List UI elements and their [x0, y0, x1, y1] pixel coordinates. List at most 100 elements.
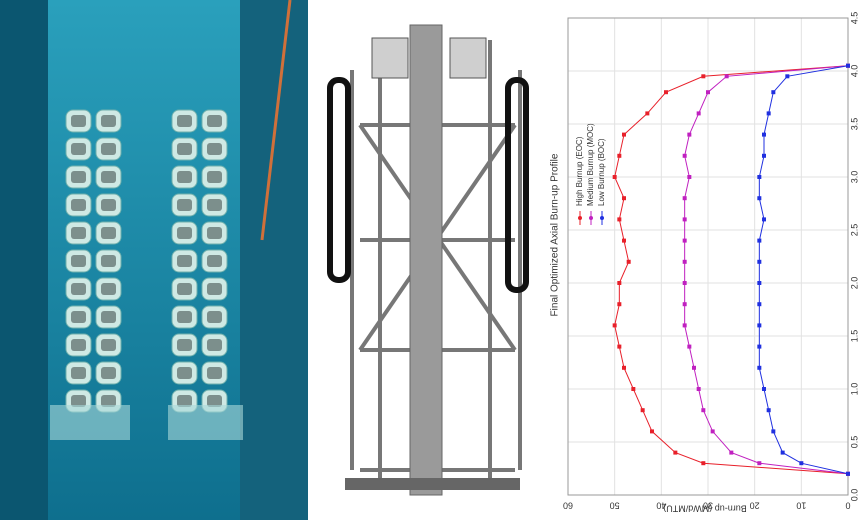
marker — [757, 323, 762, 328]
fuel-rack-top — [71, 199, 86, 211]
fuel-rack-top — [177, 311, 192, 323]
marker — [729, 450, 734, 455]
series-line — [614, 65, 849, 475]
legend-label: High Burnup (EOC) — [575, 136, 584, 206]
fuel-rack-top — [71, 143, 86, 155]
marker — [682, 302, 687, 307]
x-tick-label: 0.5 — [849, 436, 859, 449]
fuel-rack-top — [101, 283, 116, 295]
x-tick-label: 1.0 — [849, 383, 859, 396]
fuel-rack-top — [207, 171, 222, 183]
x-tick-label: 3.0 — [849, 171, 859, 184]
fuel-rack-top — [177, 143, 192, 155]
y-tick-label: 40 — [656, 501, 666, 511]
series-line — [758, 65, 849, 475]
fuel-rack-top — [71, 395, 86, 407]
fuel-rack-top — [177, 339, 192, 351]
marker — [682, 196, 687, 201]
fuel-rack-top — [207, 339, 222, 351]
y-tick-label: 20 — [750, 501, 760, 511]
center-column — [409, 24, 443, 496]
fuel-rack-top — [101, 199, 116, 211]
fuel-rack-top — [177, 199, 192, 211]
fuel-rack-top — [71, 339, 86, 351]
marker — [687, 344, 692, 349]
x-tick-label: 2.0 — [849, 277, 859, 290]
fuel-rack-top — [101, 255, 116, 267]
fuel-rack-top — [71, 115, 86, 127]
marker — [622, 238, 626, 243]
marker — [766, 408, 771, 413]
marker — [780, 450, 785, 455]
marker — [673, 450, 678, 455]
marker — [631, 387, 636, 391]
marker — [664, 90, 668, 95]
fuel-rack-top — [101, 171, 116, 183]
marker — [626, 259, 631, 264]
marker — [757, 461, 762, 466]
marker — [701, 408, 706, 413]
fuel-rack-top — [101, 143, 116, 155]
marker — [617, 217, 622, 222]
marker — [612, 323, 617, 328]
y-tick-label: 0 — [845, 501, 850, 511]
fuel-rack-top — [207, 227, 222, 239]
fuel-rack-top — [207, 199, 222, 211]
marker — [757, 281, 762, 285]
legend-marker — [600, 216, 604, 220]
fuel-rack-top — [71, 255, 86, 267]
fuel-rack-top — [101, 227, 116, 239]
marker — [640, 408, 645, 413]
fuel-rack-top — [207, 255, 222, 267]
marker — [617, 302, 622, 307]
marker — [617, 153, 622, 158]
marker — [682, 238, 687, 243]
marker — [757, 196, 762, 201]
chart-title: Final Optimized Axial Burn-up Profile — [550, 153, 561, 316]
x-tick-label: 3.5 — [849, 118, 859, 131]
marker — [682, 281, 687, 285]
fuel-rack-top — [207, 367, 222, 379]
fuel-rack-top — [177, 227, 192, 239]
fuel-rack-top — [177, 367, 192, 379]
marker — [617, 281, 622, 285]
legend-label: Medium Burnup (MOC) — [586, 123, 595, 206]
x-tick-label: 0.0 — [849, 489, 859, 502]
y-tick-label: 10 — [796, 501, 806, 511]
marker — [650, 429, 654, 434]
fuel-rack-top — [207, 143, 222, 155]
marker — [785, 74, 790, 79]
marker — [799, 461, 804, 466]
fuel-rack-top — [207, 115, 222, 127]
pipe — [260, 0, 292, 241]
marker — [724, 74, 729, 79]
rack-frame — [168, 405, 243, 440]
marker — [696, 387, 701, 391]
fuel-rack-top — [101, 311, 116, 323]
legend-marker — [589, 216, 593, 220]
y-tick-label: 30 — [703, 501, 713, 511]
fuel-rack-top — [177, 255, 192, 267]
marker — [762, 387, 766, 391]
marker — [757, 302, 762, 307]
legend-marker — [578, 216, 582, 220]
legend-label: Low Burnup (BOC) — [597, 138, 606, 206]
fuel-rack-top — [177, 283, 192, 295]
fuel-rack-top — [71, 227, 86, 239]
marker — [612, 175, 617, 179]
marker — [692, 365, 696, 370]
fuel-rack-top — [101, 339, 116, 351]
x-tick-label: 2.5 — [849, 224, 859, 237]
fuel-rack-top — [71, 283, 86, 295]
marker — [687, 132, 692, 137]
marker — [701, 74, 706, 79]
marker — [645, 111, 650, 116]
fuel-rack-top — [71, 367, 86, 379]
y-tick-label: 60 — [563, 501, 573, 511]
marker — [710, 429, 715, 434]
fuel-rack-top — [71, 311, 86, 323]
plot-frame — [567, 17, 849, 496]
marker — [622, 365, 626, 370]
marker — [701, 461, 706, 466]
y-tick-label: 50 — [610, 501, 620, 511]
